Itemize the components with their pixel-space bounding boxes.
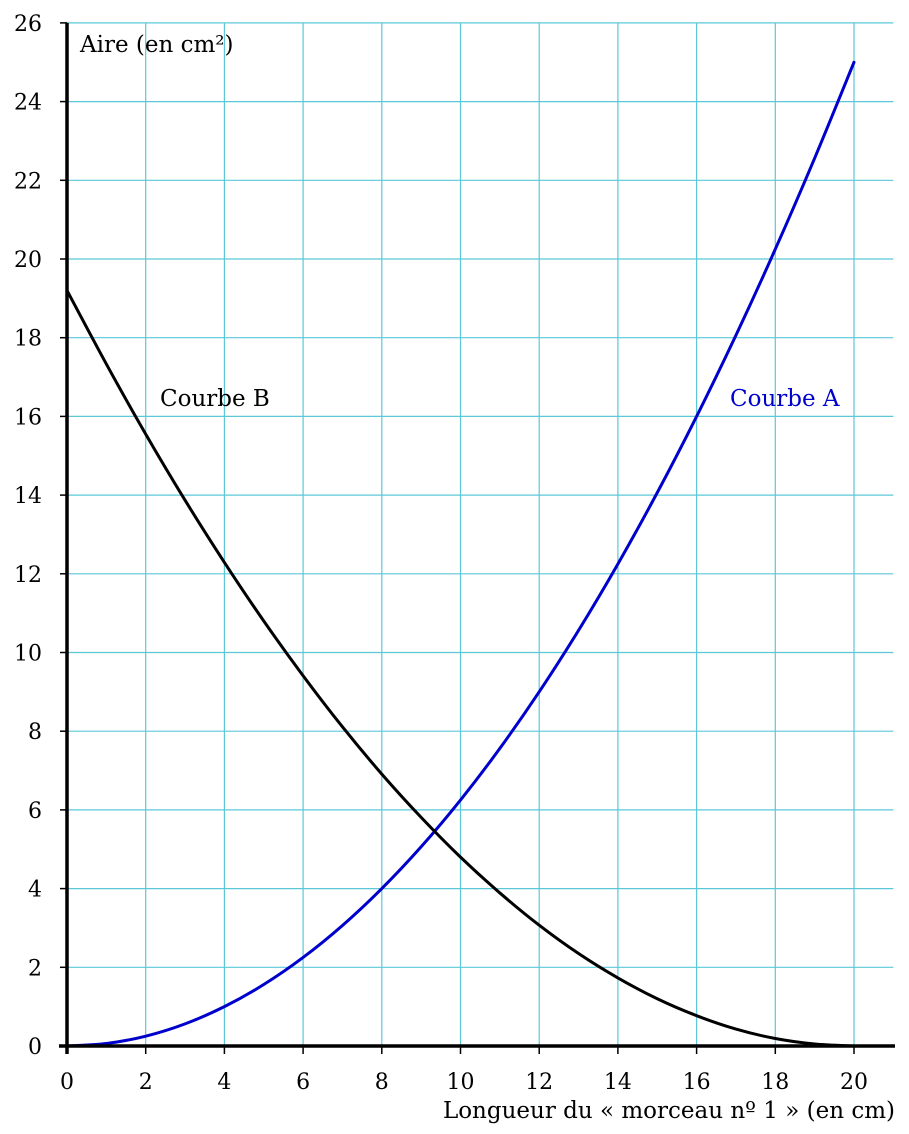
x-axis-title: Longueur du « morceau nº 1 » (en cm) xyxy=(443,1098,895,1124)
x-tick-label: 18 xyxy=(761,1070,789,1095)
y-tick-label: 20 xyxy=(14,248,42,273)
y-tick-label: 14 xyxy=(14,484,42,509)
y-tick-label: 0 xyxy=(28,1035,42,1060)
curve-b-line xyxy=(65,288,856,1048)
y-tick-label: 22 xyxy=(14,169,42,194)
x-tick-label: 20 xyxy=(840,1070,868,1095)
axes xyxy=(59,22,895,1054)
x-tick-label: 2 xyxy=(139,1070,153,1095)
x-tick-label: 4 xyxy=(217,1070,231,1095)
curve-a-label: Courbe A xyxy=(730,386,840,412)
y-tick-label: 18 xyxy=(14,327,42,352)
x-tick-label: 16 xyxy=(683,1070,711,1095)
x-tick-label: 6 xyxy=(296,1070,310,1095)
y-tick-label: 6 xyxy=(28,799,42,824)
x-tick-label: 14 xyxy=(604,1070,632,1095)
curves xyxy=(65,60,856,1048)
y-tick-label: 26 xyxy=(14,12,42,37)
y-tick-label: 16 xyxy=(14,405,42,430)
y-tick-label: 12 xyxy=(14,563,42,588)
y-tick-label: 10 xyxy=(14,642,42,667)
curve-b-label: Courbe B xyxy=(160,386,270,412)
curve-a-line xyxy=(65,60,856,1048)
x-tick-label: 8 xyxy=(375,1070,389,1095)
grid xyxy=(67,22,894,1046)
x-tick-label: 10 xyxy=(447,1070,475,1095)
y-tick-label: 24 xyxy=(14,91,42,116)
y-tick-label: 4 xyxy=(28,878,42,903)
y-tick-label: 8 xyxy=(28,720,42,745)
x-tick-label: 0 xyxy=(60,1070,74,1095)
x-tick-label: 12 xyxy=(525,1070,553,1095)
y-axis-title: Aire (en cm²) xyxy=(79,32,233,58)
y-tick-label: 2 xyxy=(28,956,42,981)
